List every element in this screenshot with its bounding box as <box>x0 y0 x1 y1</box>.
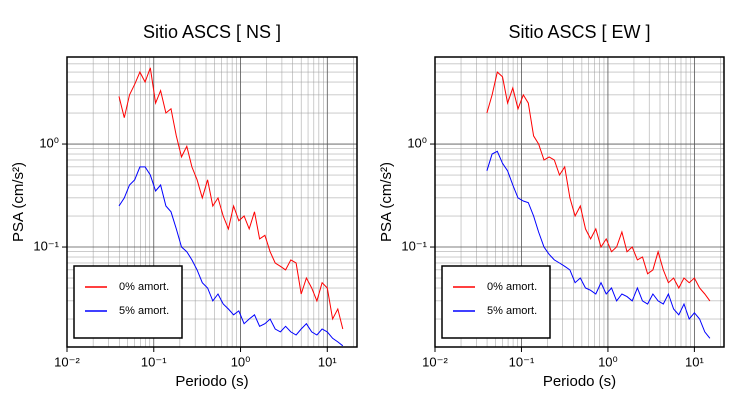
y-axis-label: PSA (cm/s²) <box>378 162 395 242</box>
x-tick-label: 10¹ <box>318 354 337 369</box>
legend-label: 5% amort. <box>119 305 169 317</box>
x-tick-label: 10⁰ <box>598 354 618 369</box>
series-line <box>118 67 344 330</box>
legend-box <box>441 265 551 339</box>
x-tick-label: 10⁻² <box>422 354 448 369</box>
legend-box <box>73 265 183 339</box>
plot-frame <box>66 56 358 348</box>
y-tick-label: 10⁰ <box>39 135 59 150</box>
x-tick-label: 10⁻² <box>54 354 80 369</box>
x-tick-label: 10⁻¹ <box>509 354 535 369</box>
legend-label: 0% amort. <box>119 281 169 293</box>
y-tick-label: 10⁻¹ <box>401 238 427 253</box>
x-tick-label: 10¹ <box>685 354 704 369</box>
plot-frame <box>434 56 725 348</box>
x-axis-label: Periodo (s) <box>175 373 248 390</box>
y-tick-label: 10⁰ <box>407 135 427 150</box>
chart-title: Sitio ASCS [ EW ] <box>508 22 650 42</box>
panel: Sitio ASCS [ NS ] 10⁻² 10⁻¹ 10⁰ 10¹ 10⁻¹ 10⁰ Pe… <box>10 22 358 390</box>
y-tick-label: 10⁻¹ <box>33 238 59 253</box>
panel: Sitio ASCS [ EW ] 10⁻² 10⁻¹ 10⁰ 10¹ 10⁻¹ 10⁰ Pe… <box>378 22 725 390</box>
x-tick-label: 10⁰ <box>231 354 251 369</box>
x-axis-label: Periodo (s) <box>543 373 616 390</box>
legend-label: 0% amort. <box>487 281 537 293</box>
y-axis-label: PSA (cm/s²) <box>10 162 27 242</box>
legend-label: 5% amort. <box>487 305 537 317</box>
x-tick-label: 10⁻¹ <box>141 354 167 369</box>
chart-title: Sitio ASCS [ NS ] <box>143 22 281 42</box>
series-line <box>486 71 711 302</box>
series-line <box>118 166 344 347</box>
series-line <box>486 150 711 339</box>
